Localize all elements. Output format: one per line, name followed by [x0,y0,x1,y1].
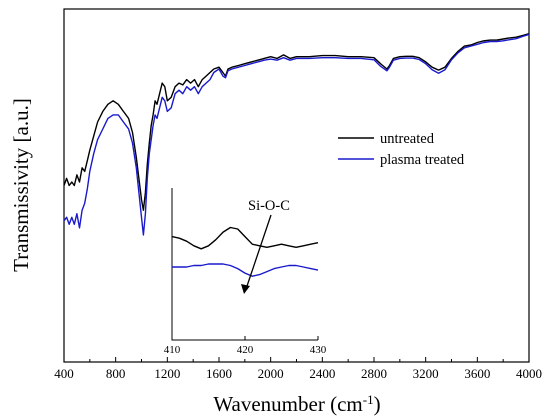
series-line-plasma-treated [63,33,530,236]
inset-frame [171,188,318,341]
series-line-untreated [63,33,530,211]
inset-series-group [171,226,319,277]
main-x-tick-labels: 400 800 1200 1600 2000 2400 2800 3200 3600 4000 [54,366,542,381]
annotation-arrowhead [241,284,250,294]
inset-annotation: Si-O-C [248,198,290,214]
main-x-ticks [63,357,530,362]
x-tick-label-2800: 2800 [361,366,387,381]
legend: untreated plasma treated [338,131,465,168]
legend-label-untreated: untreated [380,131,435,147]
inset-plot: 410 420 430 Si-O-C [164,188,327,356]
inset-series-line-plasma-treated [172,263,319,277]
x-axis-label-main: Wavenumber (cm [213,392,362,416]
x-tick-label-1200: 1200 [154,366,180,381]
inset-x-ticks [171,336,319,340]
x-axis-label-sup: -1 [363,392,374,407]
x-tick-label-1600: 1600 [206,366,232,381]
y-axis-label: Transmissivity [a.u.] [9,98,33,272]
x-tick-label-4000: 4000 [516,366,542,381]
inset-x-tick-label-430: 430 [310,344,327,356]
x-axis-label: Wavenumber (cm-1) [213,392,380,417]
main-plot-frame [63,8,530,363]
x-axis-label-close: ) [374,392,381,416]
legend-label-plasma-treated: plasma treated [380,152,465,168]
x-tick-label-2400: 2400 [309,366,335,381]
x-tick-label-3600: 3600 [464,366,490,381]
x-tick-label-3200: 3200 [413,366,439,381]
annotation-arrow [245,214,272,290]
main-series-group [63,33,530,236]
inset-x-tick-labels: 410 420 430 [164,344,327,356]
x-tick-label-2000: 2000 [258,366,284,381]
inset-x-tick-label-420: 420 [237,344,254,356]
x-tick-label-400: 400 [54,366,74,381]
x-tick-label-800: 800 [106,366,126,381]
inset-series-line-untreated [171,226,319,250]
inset-x-tick-label-410: 410 [164,344,181,356]
